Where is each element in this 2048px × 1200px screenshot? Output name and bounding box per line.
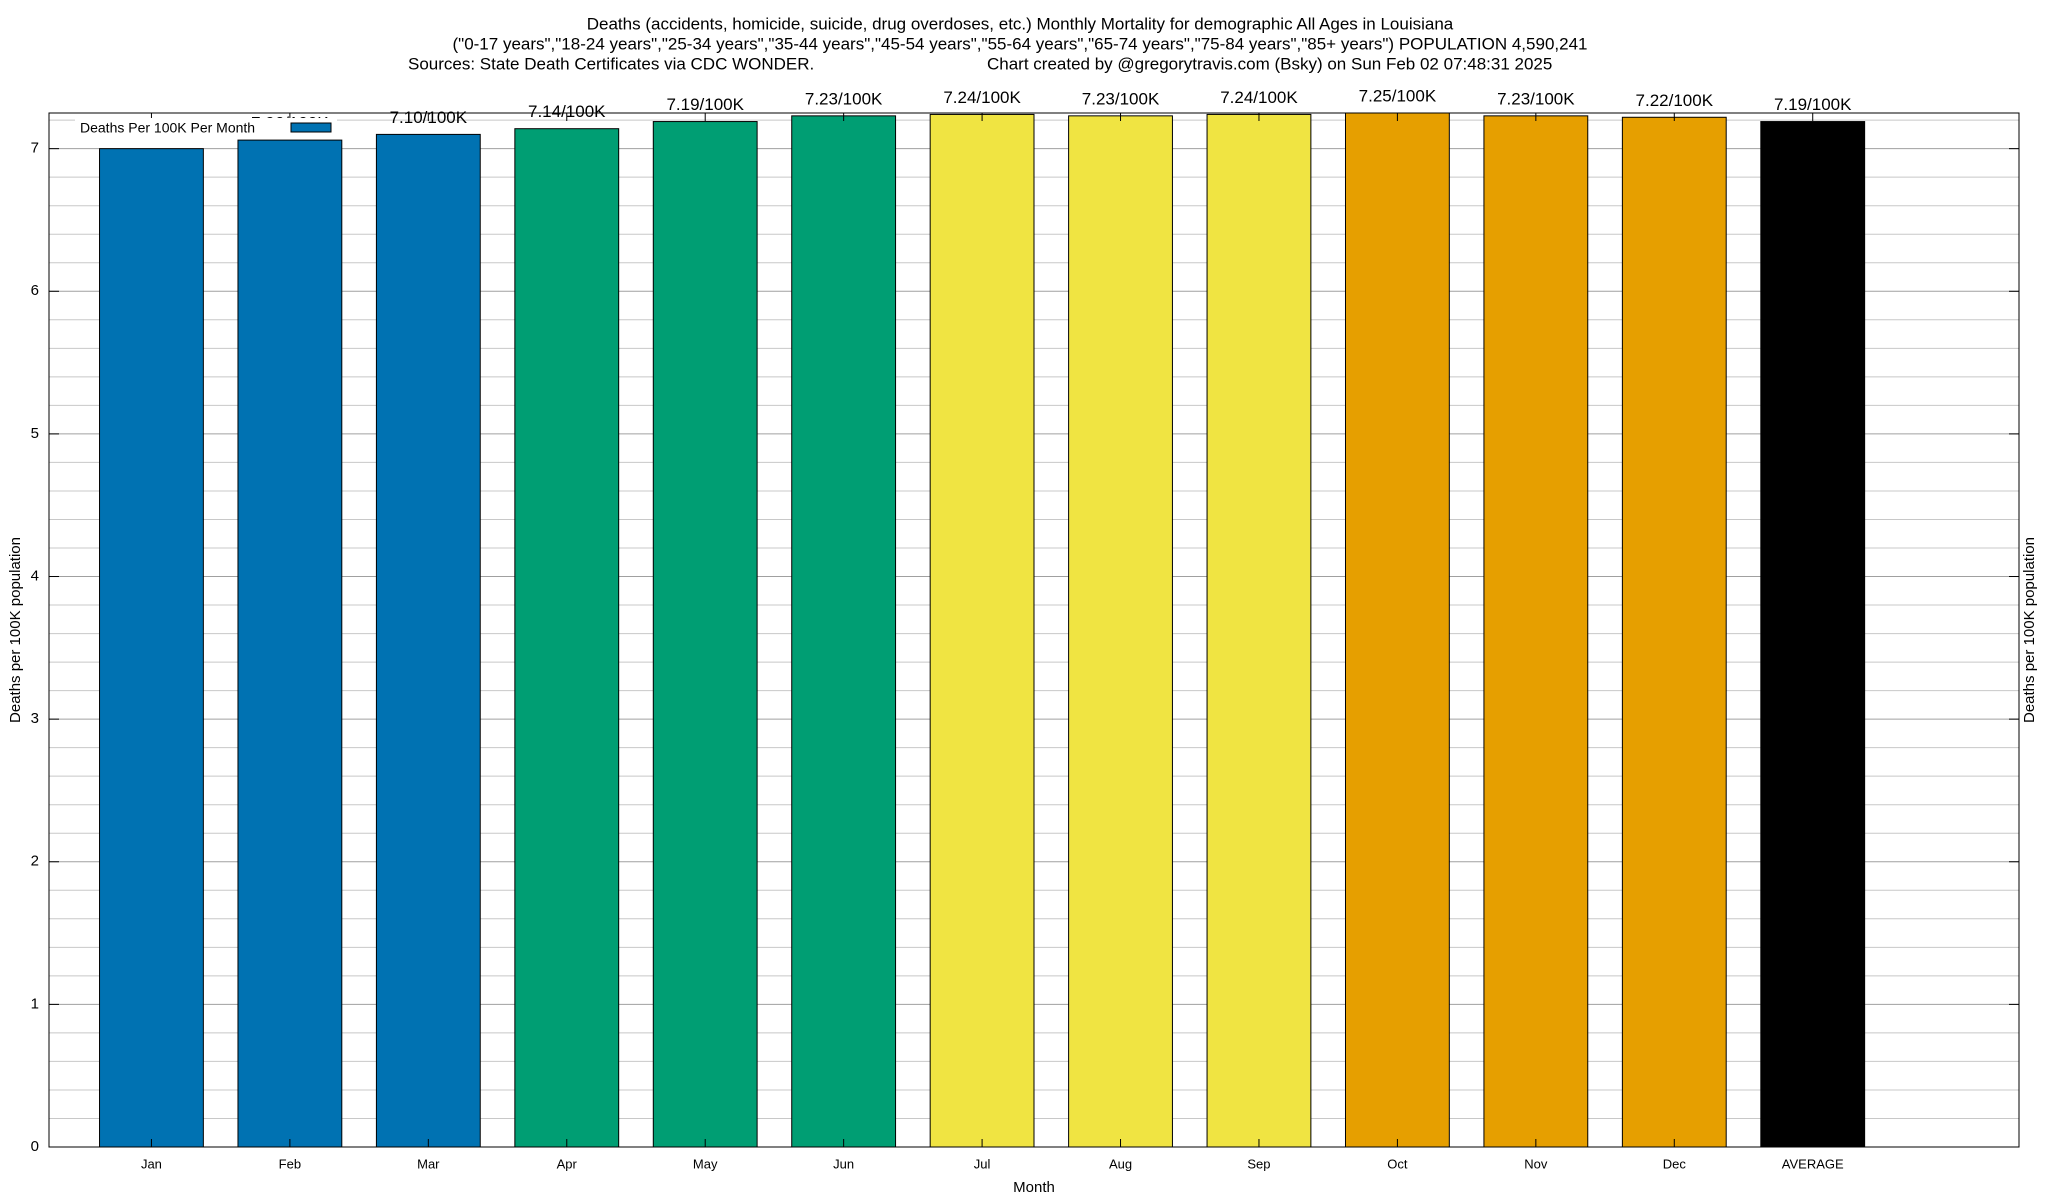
bar — [929, 113, 1035, 1148]
y-tick-label: 6 — [31, 282, 39, 299]
chart-subtitle: ("0-17 years","18-24 years","25-34 years… — [453, 34, 1588, 53]
bar — [514, 128, 620, 1148]
value-label: 7.10/100K — [390, 108, 468, 127]
value-label: 7.23/100K — [1082, 89, 1160, 108]
y-tick-label: 7 — [31, 140, 39, 157]
x-tick-label: May — [693, 1156, 718, 1171]
legend-swatch — [290, 122, 332, 133]
source: Sources: State Death Certificates via CD… — [408, 54, 814, 73]
value-label: 7.19/100K — [666, 95, 744, 114]
y-tick-label: 0 — [31, 1138, 39, 1155]
value-label: 7.25/100K — [1359, 86, 1437, 105]
x-tick-label: Jun — [833, 1156, 854, 1171]
value-label: 7.24/100K — [943, 88, 1021, 107]
value-label: 7.22/100K — [1636, 91, 1714, 110]
y2-axis-label: Deaths per 100K population — [2021, 537, 2038, 723]
legend-label: Deaths Per 100K Per Month — [80, 120, 255, 136]
x-tick-label: Jul — [974, 1156, 991, 1171]
bar — [791, 115, 897, 1148]
legend-box — [75, 118, 337, 138]
bar — [652, 121, 758, 1148]
chart-title: Deaths (accidents, homicide, suicide, dr… — [587, 14, 1454, 33]
bar — [1760, 121, 1866, 1148]
bar — [1344, 112, 1450, 1148]
x-tick-label: Apr — [557, 1156, 578, 1171]
x-tick-label: AVERAGE — [1782, 1156, 1844, 1171]
value-label: 7.23/100K — [1497, 89, 1575, 108]
y-tick-label: 2 — [31, 853, 39, 870]
y-tick-label: 1 — [31, 995, 39, 1012]
bar — [1206, 113, 1312, 1148]
bar — [375, 133, 481, 1148]
x-tick-label: Mar — [417, 1156, 440, 1171]
bar — [1621, 116, 1727, 1148]
plot-frame — [48, 112, 2020, 1148]
bar — [237, 139, 343, 1148]
x-tick-label: Jan — [141, 1156, 162, 1171]
x-axis-label: Month — [1013, 1179, 1055, 1196]
y-axis-label: Deaths per 100K population — [7, 537, 24, 723]
x-tick-label: Dec — [1663, 1156, 1687, 1171]
value-label: 7.19/100K — [1774, 95, 1852, 114]
value-label: 7.23/100K — [805, 89, 883, 108]
x-tick-label: Aug — [1109, 1156, 1132, 1171]
y-tick-label: 4 — [31, 567, 39, 584]
bar — [1068, 115, 1173, 1148]
x-tick-label: Nov — [1524, 1156, 1548, 1171]
credit: Chart created by @gregorytravis.com (Bsk… — [987, 54, 1552, 73]
value-label: 7.14/100K — [528, 102, 606, 121]
bar — [99, 148, 204, 1148]
x-tick-label: Sep — [1247, 1156, 1270, 1171]
y-tick-label: 3 — [31, 710, 39, 727]
x-tick-label: Oct — [1387, 1156, 1408, 1171]
value-label: 7.24/100K — [1220, 88, 1298, 107]
y-tick-label: 5 — [31, 425, 39, 442]
x-tick-label: Feb — [279, 1156, 301, 1171]
bar — [1483, 115, 1589, 1148]
